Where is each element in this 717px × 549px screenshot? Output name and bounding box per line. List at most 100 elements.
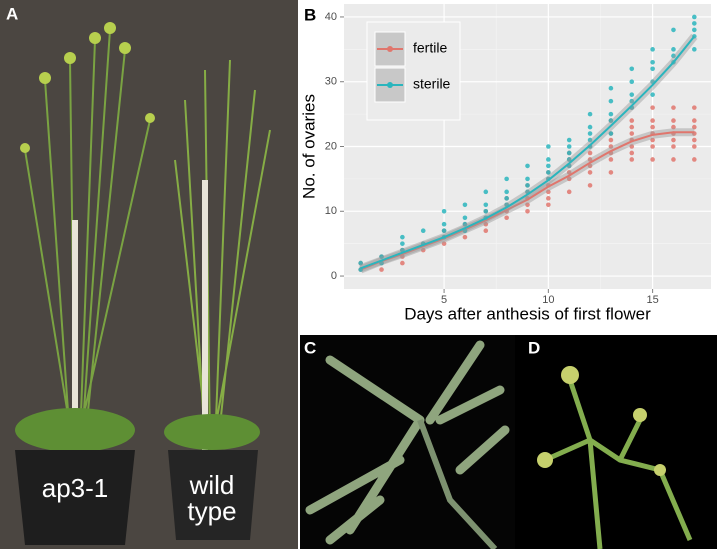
point [546,170,551,175]
point [629,144,635,149]
point [441,208,447,214]
y-tick-label: 40 [325,11,337,23]
legend-label: sterile [413,76,451,92]
y-axis-title: No. of ovaries [299,94,318,199]
point [692,27,697,33]
point [608,98,614,104]
point [420,228,426,234]
point [420,247,426,253]
point [692,14,697,20]
point [650,66,655,72]
point [525,176,530,182]
buds [537,366,666,476]
pot-left [15,450,135,545]
stake [72,220,78,450]
pot-right [168,450,258,540]
point [650,105,655,110]
point [608,137,614,143]
point [546,163,551,169]
point [566,157,572,162]
point [671,144,676,149]
point [671,124,676,130]
point [629,79,635,85]
point [692,144,697,149]
point [650,137,655,143]
panel-label: B [304,5,316,24]
point [483,208,489,214]
siliques [305,340,510,545]
point [629,92,635,97]
point [483,221,489,227]
point [525,183,530,188]
fit-line [360,35,696,270]
point [546,157,551,162]
point [483,189,489,195]
point [650,92,655,97]
point [504,215,509,221]
x-tick-label: 5 [441,294,447,306]
panel-label: C [304,338,316,357]
point [566,137,572,143]
point [587,111,593,117]
point [587,137,593,143]
y-tick-label: 20 [325,140,337,152]
point [629,98,635,104]
legend-dot [387,46,393,52]
point [504,189,509,195]
point [462,215,468,221]
point [566,144,572,149]
point [692,118,697,123]
point [650,118,655,123]
point [441,221,447,227]
point [650,59,655,65]
point [462,234,468,240]
point [587,183,593,188]
point [629,66,635,72]
point [546,144,551,149]
point [671,137,676,143]
point [483,228,489,234]
point [671,47,676,52]
point [671,53,676,59]
point [608,118,614,123]
point [650,47,655,52]
y-tick-label: 30 [325,76,337,88]
x-axis-title: Days after anthesis of first flower [404,304,651,323]
y-tick-label: 0 [331,270,337,282]
point [525,163,530,169]
legend-label: fertile [413,40,447,56]
point [566,150,572,156]
point [400,241,405,246]
point [587,131,593,136]
point [671,27,676,33]
point [462,221,468,227]
point [629,150,635,156]
point [525,208,530,214]
point [692,21,697,26]
rosette [15,408,135,452]
point [441,228,447,234]
point [692,157,697,162]
y-tick-label: 10 [325,205,337,217]
point [504,176,509,182]
point [650,157,655,162]
stem [417,418,498,549]
branches [543,379,693,549]
point [692,47,697,52]
pot-label: wild [189,470,235,500]
point [400,260,405,266]
point [504,196,509,201]
point [608,144,614,149]
point [608,131,614,136]
point [629,118,635,123]
point [462,202,468,208]
x-tick-label: 10 [542,294,554,306]
point [566,189,572,195]
point [650,144,655,149]
rosette [164,414,260,450]
point [441,241,447,246]
point [400,234,405,240]
